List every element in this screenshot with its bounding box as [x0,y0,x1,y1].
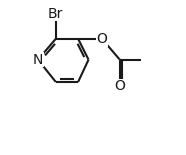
Text: O: O [114,79,125,93]
Text: O: O [97,32,107,46]
Text: N: N [33,53,43,67]
Text: Br: Br [48,7,63,20]
